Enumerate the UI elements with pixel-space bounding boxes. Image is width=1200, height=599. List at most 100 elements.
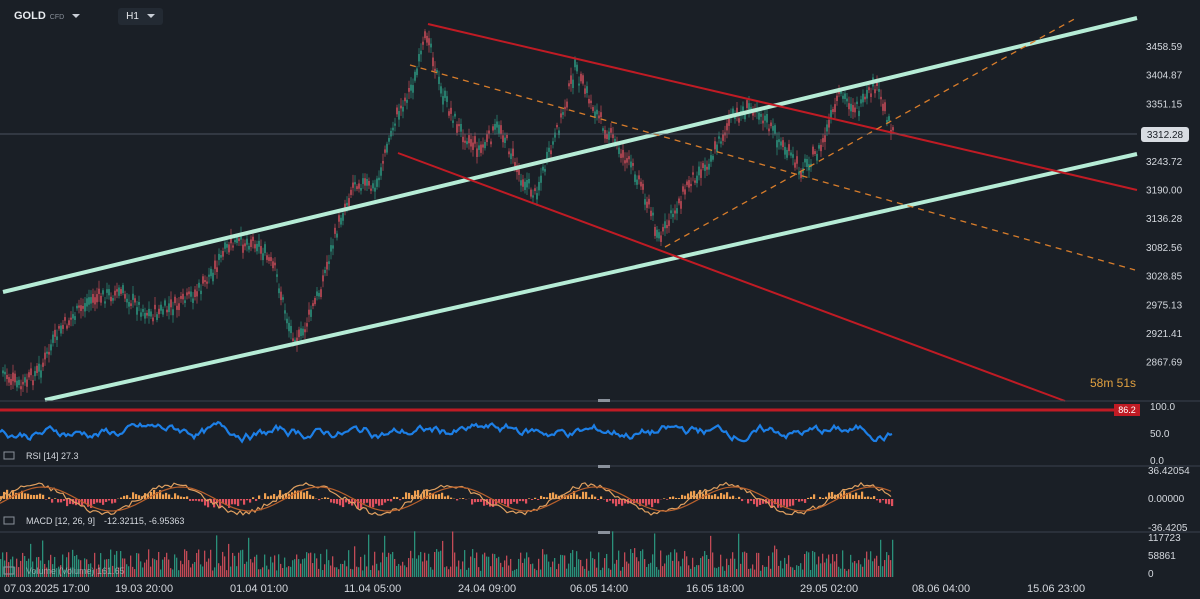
rsi-title-row[interactable]: RSI [14] 27.3 xyxy=(3,451,79,461)
red-channel-lower-line[interactable] xyxy=(397,152,1066,402)
candle-body xyxy=(812,146,814,155)
candle-body xyxy=(14,373,16,383)
macd-histogram-bar xyxy=(726,492,729,499)
candle-body xyxy=(864,96,866,100)
macd-histogram-bar xyxy=(717,496,720,499)
candle-body xyxy=(572,79,574,89)
macd-histogram-bar xyxy=(858,495,861,499)
volume-bar xyxy=(80,560,82,577)
indicator-settings-icon[interactable] xyxy=(3,516,15,525)
volume-bar xyxy=(866,551,868,577)
candle-body xyxy=(28,372,30,378)
macd-histogram-bar xyxy=(585,491,588,499)
volume-bar xyxy=(364,554,366,577)
volume-bar xyxy=(728,565,730,577)
price-pane[interactable] xyxy=(2,29,894,396)
volume-bar xyxy=(84,558,86,577)
symbol-selector[interactable]: GOLD CFD xyxy=(6,6,88,26)
macd-histogram-bar xyxy=(588,497,591,499)
macd-histogram-bar xyxy=(324,497,327,499)
price-axis-label: 3404.87 xyxy=(1146,71,1183,82)
indicator-settings-icon[interactable] xyxy=(3,451,15,460)
candle-body xyxy=(372,183,374,189)
time-axis[interactable]: 07.03.2025 17:00 19.03 20:00 01.04 01:00 11… xyxy=(4,583,1085,595)
pane-resize-handle[interactable] xyxy=(598,465,610,468)
volume-bar xyxy=(694,566,696,577)
volume-bar xyxy=(170,568,172,577)
volume-bar xyxy=(280,563,282,577)
rsi-pane[interactable] xyxy=(0,420,893,444)
drawing-layer[interactable] xyxy=(0,16,1138,402)
candle-body xyxy=(708,163,710,170)
macd-histogram-bar xyxy=(708,494,711,499)
volume-bar xyxy=(432,569,434,577)
macd-histogram-bar xyxy=(876,499,879,501)
volume-bar xyxy=(108,558,110,577)
price-axis[interactable]: 3458.593404.873351.153297.443243.723190.… xyxy=(1146,42,1183,369)
macd-pane[interactable] xyxy=(0,481,894,516)
candle-body xyxy=(522,179,524,187)
macd-histogram-bar xyxy=(168,494,171,499)
channel-lower-line[interactable] xyxy=(44,152,1138,402)
candle-body xyxy=(684,189,686,195)
volume-bar xyxy=(148,549,150,577)
volume-bar xyxy=(272,562,274,577)
volume-bar xyxy=(446,566,448,577)
dashed-median-line[interactable] xyxy=(409,64,1136,271)
macd-histogram-bar xyxy=(87,499,90,507)
volume-bar xyxy=(224,556,226,577)
volume-pane[interactable] xyxy=(0,531,894,577)
volume-bar xyxy=(208,558,210,577)
candle-body xyxy=(626,158,628,163)
volume-bar xyxy=(106,559,108,577)
macd-histogram-bar xyxy=(516,499,519,504)
macd-histogram-bar xyxy=(609,499,612,501)
candle-body xyxy=(728,117,730,126)
candle-body xyxy=(816,153,818,161)
timeframe-label: H1 xyxy=(126,10,139,22)
candle-body xyxy=(696,175,698,184)
volume-bar xyxy=(162,559,164,577)
volume-bar xyxy=(788,555,790,577)
dashed-trend-line[interactable] xyxy=(664,16,1079,248)
red-channel-upper-line[interactable] xyxy=(427,23,1138,191)
volume-bar xyxy=(204,550,206,577)
candle-body xyxy=(666,225,668,229)
candle-body xyxy=(108,289,110,296)
volume-bar xyxy=(338,569,340,577)
macd-histogram-bar xyxy=(447,495,450,499)
volume-bar xyxy=(152,558,154,577)
macd-histogram-bar xyxy=(879,499,882,503)
macd-histogram-bar xyxy=(300,491,303,499)
macd-histogram-bar xyxy=(534,497,537,499)
macd-histogram-bar xyxy=(804,499,807,503)
volume-bar xyxy=(884,560,886,577)
macd-histogram-bar xyxy=(66,499,69,507)
pane-resize-handle[interactable] xyxy=(598,399,610,402)
candle-body xyxy=(252,236,254,241)
candle-body xyxy=(366,179,368,186)
volume-bar xyxy=(100,553,102,577)
indicator-settings-icon[interactable] xyxy=(3,566,15,575)
volume-bar xyxy=(264,554,266,577)
candle-body xyxy=(460,123,462,132)
volume-bar xyxy=(314,553,316,577)
volume-bar xyxy=(248,537,250,577)
volume-title-row[interactable]: Volume (Volume) 161.65 xyxy=(3,566,125,576)
macd-histogram-bar xyxy=(777,499,780,508)
macd-histogram-bar xyxy=(456,499,459,501)
volume-bar xyxy=(520,552,522,577)
macd-histogram-bar xyxy=(783,499,786,506)
volume-bar xyxy=(58,566,60,577)
candle-body xyxy=(404,97,406,102)
macd-histogram-bar xyxy=(531,499,534,500)
channel-upper-line[interactable] xyxy=(2,16,1138,294)
timeframe-selector[interactable]: H1 xyxy=(118,7,163,25)
volume-bar xyxy=(348,550,350,577)
volume-bar xyxy=(800,563,802,577)
pane-resize-handle[interactable] xyxy=(598,531,610,534)
chevron-down-icon xyxy=(146,14,155,18)
macd-title-row[interactable]: MACD [12, 26, 9] -12.32115, -6.95363 xyxy=(3,516,184,526)
volume-bar xyxy=(174,554,176,577)
